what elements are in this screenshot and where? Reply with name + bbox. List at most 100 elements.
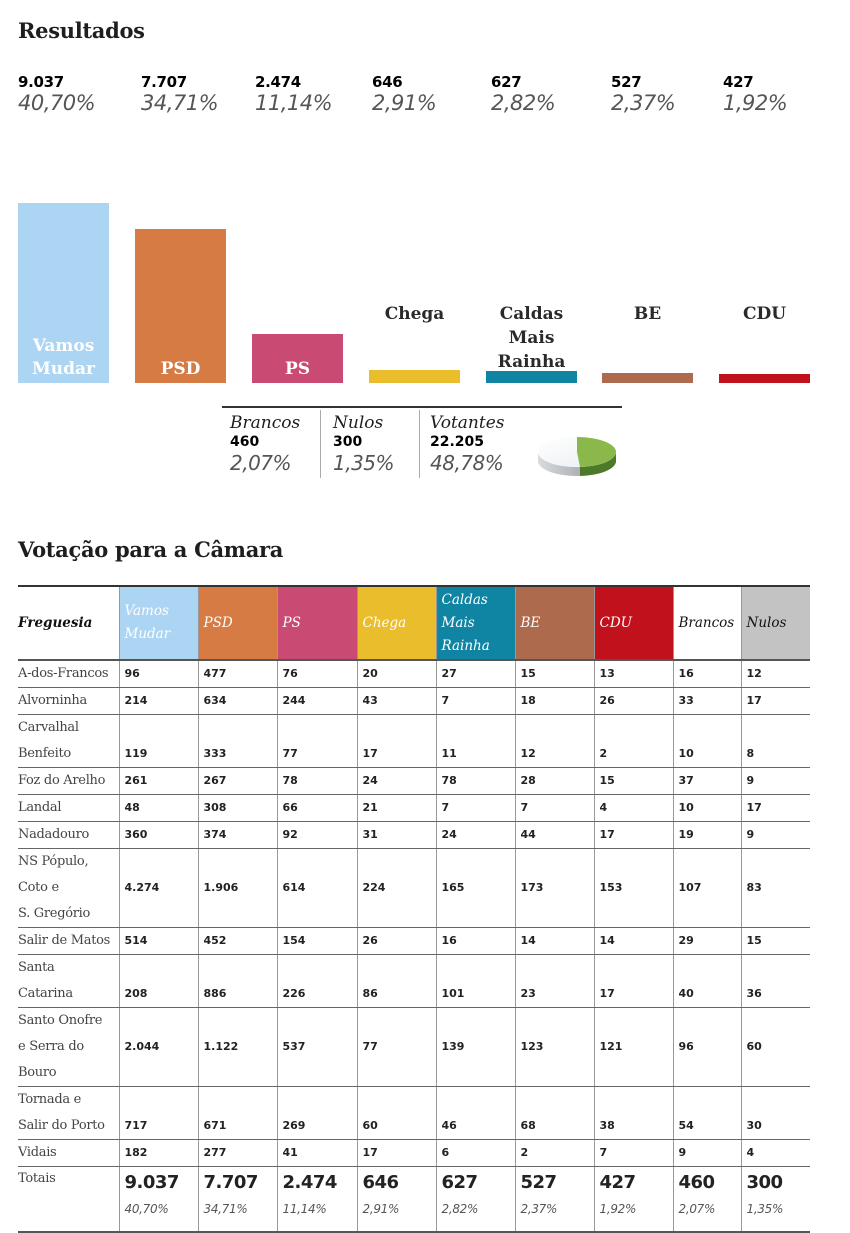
vote-cell-psd: 452 bbox=[197, 927, 277, 955]
brancos-pct: 2,07% bbox=[230, 451, 292, 475]
bar-label-line: Caldas bbox=[499, 304, 564, 324]
table-row: Carvalhal Benfeito 119 333 77 17 11 12 2 10 8 bbox=[18, 714, 810, 768]
table-row: Alvorninha 214 634 244 43 7 18 26 33 17 bbox=[18, 687, 810, 715]
freguesia-name-line: e Serra do bbox=[18, 1039, 84, 1054]
vote-cell-caldas-mais-rainha: 78 bbox=[435, 767, 515, 795]
vote-cell-ps: 76 bbox=[276, 660, 357, 688]
vote-cell-be: 23 bbox=[514, 954, 594, 1008]
vote-cell-brancos: 37 bbox=[672, 767, 741, 795]
bar-label: Chega bbox=[369, 302, 460, 326]
vote-cell-chega: 26 bbox=[356, 927, 436, 955]
summary-pct: 2,91% bbox=[372, 91, 437, 115]
table-row: Nadadouro 360 374 92 31 24 44 17 19 9 bbox=[18, 821, 810, 849]
vote-cell-nulos: 9 bbox=[740, 767, 810, 795]
vote-cell-nulos: 36 bbox=[740, 954, 810, 1008]
vote-cell-chega: 86 bbox=[356, 954, 436, 1008]
bar-caldas-mais-rainha bbox=[486, 371, 577, 383]
pie-slice-turnout bbox=[577, 437, 616, 467]
summary-pct: 34,71% bbox=[141, 91, 219, 115]
vote-cell-psd: 886 bbox=[197, 954, 277, 1008]
column-header-line: PSD bbox=[203, 614, 233, 631]
total-votes: 427 bbox=[599, 1172, 637, 1193]
vote-cell-nulos: 12 bbox=[740, 660, 810, 688]
votantes-label: Votantes bbox=[430, 413, 505, 433]
freguesia-name-line: Carvalhal bbox=[18, 720, 79, 735]
freguesia-name-line: Santo Onofre bbox=[18, 1013, 103, 1028]
total-pct: 11,14% bbox=[282, 1202, 327, 1216]
column-header-line: Chega bbox=[362, 614, 407, 631]
freguesia-name-line: Salir do Porto bbox=[18, 1118, 105, 1133]
bar-label: PS bbox=[252, 358, 343, 381]
vote-cell-caldas-mais-rainha: 7 bbox=[435, 687, 515, 715]
column-header-be: BE bbox=[514, 586, 594, 661]
column-header-line: Brancos bbox=[678, 614, 735, 631]
vote-cell-caldas-mais-rainha: 165 bbox=[435, 848, 515, 928]
vote-cell-be: 123 bbox=[514, 1007, 594, 1087]
freguesia-cell: Santo Onofre e Serra do Bouro bbox=[18, 1007, 119, 1087]
divider bbox=[419, 410, 420, 478]
total-votes: 9.037 bbox=[124, 1172, 180, 1193]
total-pct: 2,82% bbox=[441, 1202, 479, 1216]
bar-label: Caldas Mais Rainha bbox=[486, 302, 577, 374]
bar-label-line: PS bbox=[284, 359, 311, 379]
vote-cell-nulos: 83 bbox=[740, 848, 810, 928]
vote-cell-brancos: 10 bbox=[672, 714, 741, 768]
vote-cell-caldas-mais-rainha: 139 bbox=[435, 1007, 515, 1087]
vote-cell-psd: 308 bbox=[197, 794, 277, 822]
total-cell-chega: 646 2,91% bbox=[356, 1166, 436, 1233]
vote-cell-be: 18 bbox=[514, 687, 594, 715]
vote-cell-cdu: 4 bbox=[593, 794, 673, 822]
bar-label-line: Rainha bbox=[497, 352, 566, 372]
summary-row: 9.037 40,70% 7.707 34,71% 2.474 11,14% 646 2,91… bbox=[0, 73, 850, 123]
totals-row: Totais 9.037 40,70% 7.707 34,71% 2.474 11,14% 6… bbox=[18, 1166, 810, 1233]
total-cell-nulos: 300 1,35% bbox=[740, 1166, 810, 1233]
bar-be bbox=[602, 373, 693, 383]
freguesia-cell: Foz do Arelho bbox=[18, 767, 119, 795]
vote-cell-chega: 31 bbox=[356, 821, 436, 849]
summary-votes: 427 bbox=[723, 73, 754, 91]
bar-label: PSD bbox=[135, 358, 226, 381]
summary-votes: 7.707 bbox=[141, 73, 187, 91]
vote-cell-chega: 17 bbox=[356, 1139, 436, 1167]
votantes-stat: Votantes 22.205 48,78% bbox=[430, 412, 504, 475]
vote-cell-chega: 224 bbox=[356, 848, 436, 928]
vote-cell-caldas-mais-rainha: 27 bbox=[435, 660, 515, 688]
vote-cell-ps: 41 bbox=[276, 1139, 357, 1167]
summary-votes: 646 bbox=[372, 73, 403, 91]
freguesia-cell: Santa Catarina bbox=[18, 954, 119, 1008]
summary-item-vamos-mudar: 9.037 40,70% bbox=[18, 73, 96, 115]
vote-cell-nulos: 17 bbox=[740, 794, 810, 822]
vote-cell-vamos-mudar: 96 bbox=[118, 660, 198, 688]
vote-cell-be: 28 bbox=[514, 767, 594, 795]
column-header-line: Mais bbox=[441, 614, 475, 631]
column-header-line: CDU bbox=[599, 614, 633, 631]
vote-cell-chega: 43 bbox=[356, 687, 436, 715]
freguesia-cell: A-dos-Francos bbox=[18, 660, 119, 688]
bar-label-line: Mais bbox=[508, 328, 555, 348]
bar-ps: PS bbox=[252, 334, 343, 383]
vote-cell-caldas-mais-rainha: 24 bbox=[435, 821, 515, 849]
summary-pct: 40,70% bbox=[18, 91, 96, 115]
bar-vamos-mudar: Vamos Mudar bbox=[18, 203, 109, 383]
vote-cell-psd: 477 bbox=[197, 660, 277, 688]
summary-item-be: 527 2,37% bbox=[611, 73, 676, 115]
vote-cell-be: 14 bbox=[514, 927, 594, 955]
vote-cell-nulos: 15 bbox=[740, 927, 810, 955]
total-cell-caldas-mais-rainha: 627 2,82% bbox=[435, 1166, 515, 1233]
vote-cell-cdu: 17 bbox=[593, 821, 673, 849]
total-cell-brancos: 460 2,07% bbox=[672, 1166, 741, 1233]
total-votes: 460 bbox=[678, 1172, 716, 1193]
vote-cell-vamos-mudar: 2.044 bbox=[118, 1007, 198, 1087]
freguesia-name-line: Bouro bbox=[18, 1065, 57, 1080]
freguesia-name-line: Salir de Matos bbox=[18, 933, 111, 948]
total-pct: 34,71% bbox=[203, 1202, 248, 1216]
vote-cell-nulos: 4 bbox=[740, 1139, 810, 1167]
total-votes: 2.474 bbox=[282, 1172, 338, 1193]
total-pct: 2,91% bbox=[362, 1202, 400, 1216]
vote-cell-ps: 66 bbox=[276, 794, 357, 822]
total-votes: 646 bbox=[362, 1172, 400, 1193]
table-header-row: Freguesia Vamos Mudar PSD PS Chega Caldas Mais R… bbox=[18, 586, 810, 661]
bar-label: Vamos Mudar bbox=[18, 335, 109, 381]
vote-cell-vamos-mudar: 261 bbox=[118, 767, 198, 795]
total-cell-ps: 2.474 11,14% bbox=[276, 1166, 357, 1233]
